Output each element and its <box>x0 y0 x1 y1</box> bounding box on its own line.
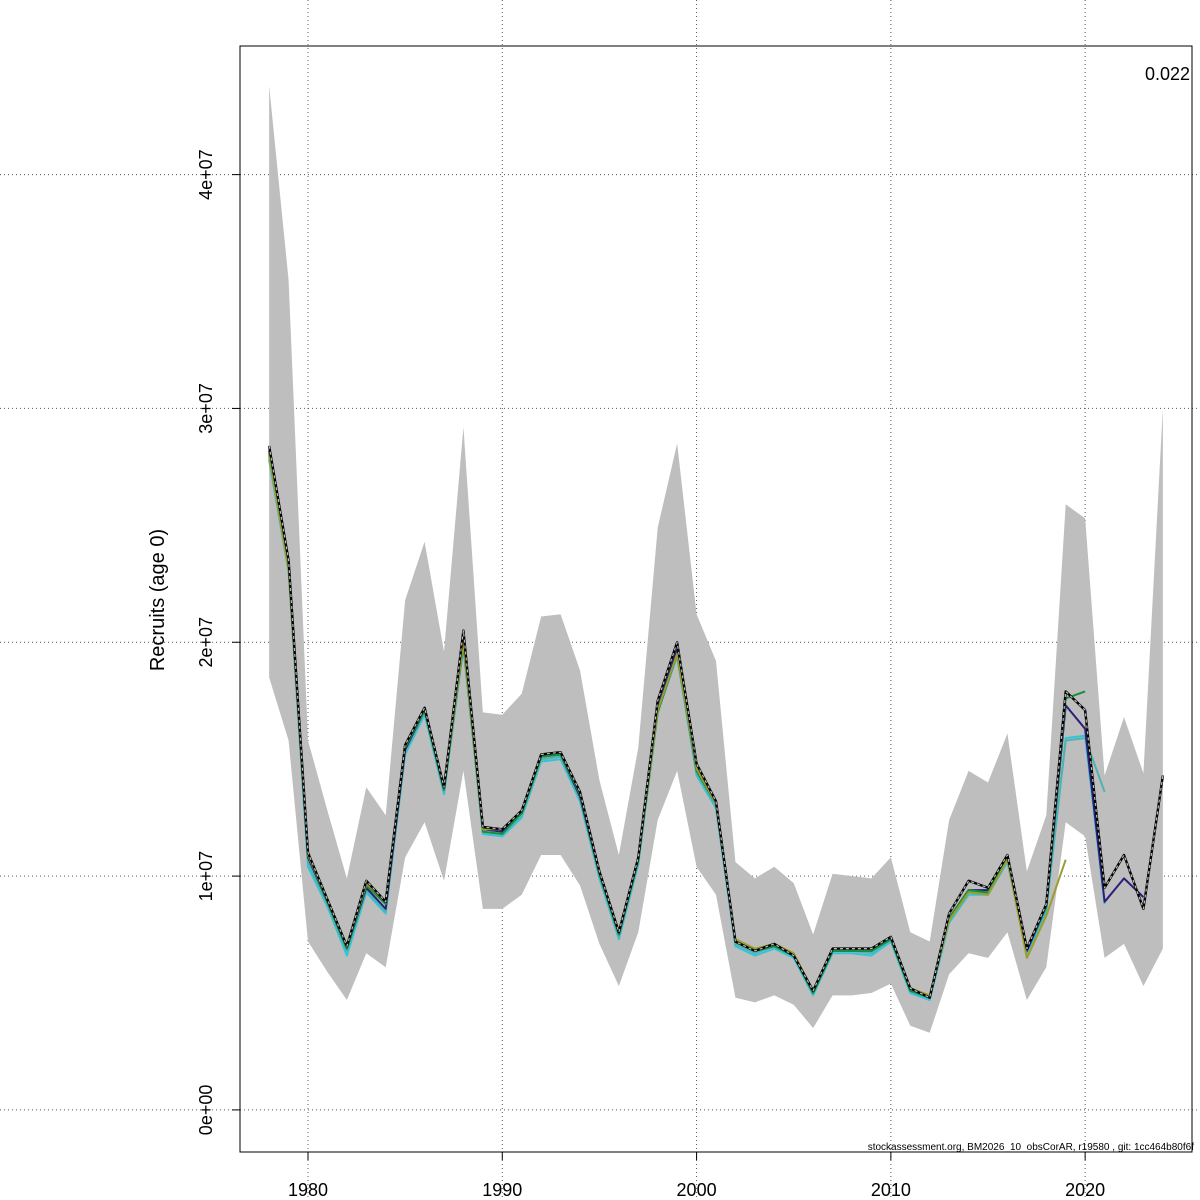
x-tick-label-2020: 2020 <box>1065 1180 1105 1200</box>
footer-credit: stockassessment.org, BM2026_10_obsCorAR,… <box>868 1142 1195 1153</box>
x-tick-label-1990: 1990 <box>482 1180 522 1200</box>
y-tick-label-4e+07: 4e+07 <box>196 149 216 200</box>
series-layer <box>267 445 1165 1001</box>
plot-frame <box>239 45 1193 1153</box>
y-tick-label-3e+07: 3e+07 <box>196 383 216 434</box>
x-axis: 1980 1990 2000 2010 2020 <box>288 1152 1105 1200</box>
x-tick-label-1980: 1980 <box>288 1180 328 1200</box>
y-tick-label-2e+07: 2e+07 <box>196 617 216 668</box>
confidence-band-layer <box>269 85 1163 1033</box>
x-tick-label-2010: 2010 <box>871 1180 911 1200</box>
x-tick-label-2000: 2000 <box>677 1180 717 1200</box>
y-axis-label: Recruits (age 0) <box>147 529 169 671</box>
y-tick-label-1e+07: 1e+07 <box>196 851 216 902</box>
annotation-value: 0.022 <box>1145 64 1190 84</box>
series-line-7 <box>268 445 1164 999</box>
y-axis: 0e+00 1e+07 2e+07 3e+07 4e+07 <box>196 149 240 1135</box>
confidence-band <box>269 85 1163 1033</box>
y-tick-label-0e+00: 0e+00 <box>196 1085 216 1136</box>
